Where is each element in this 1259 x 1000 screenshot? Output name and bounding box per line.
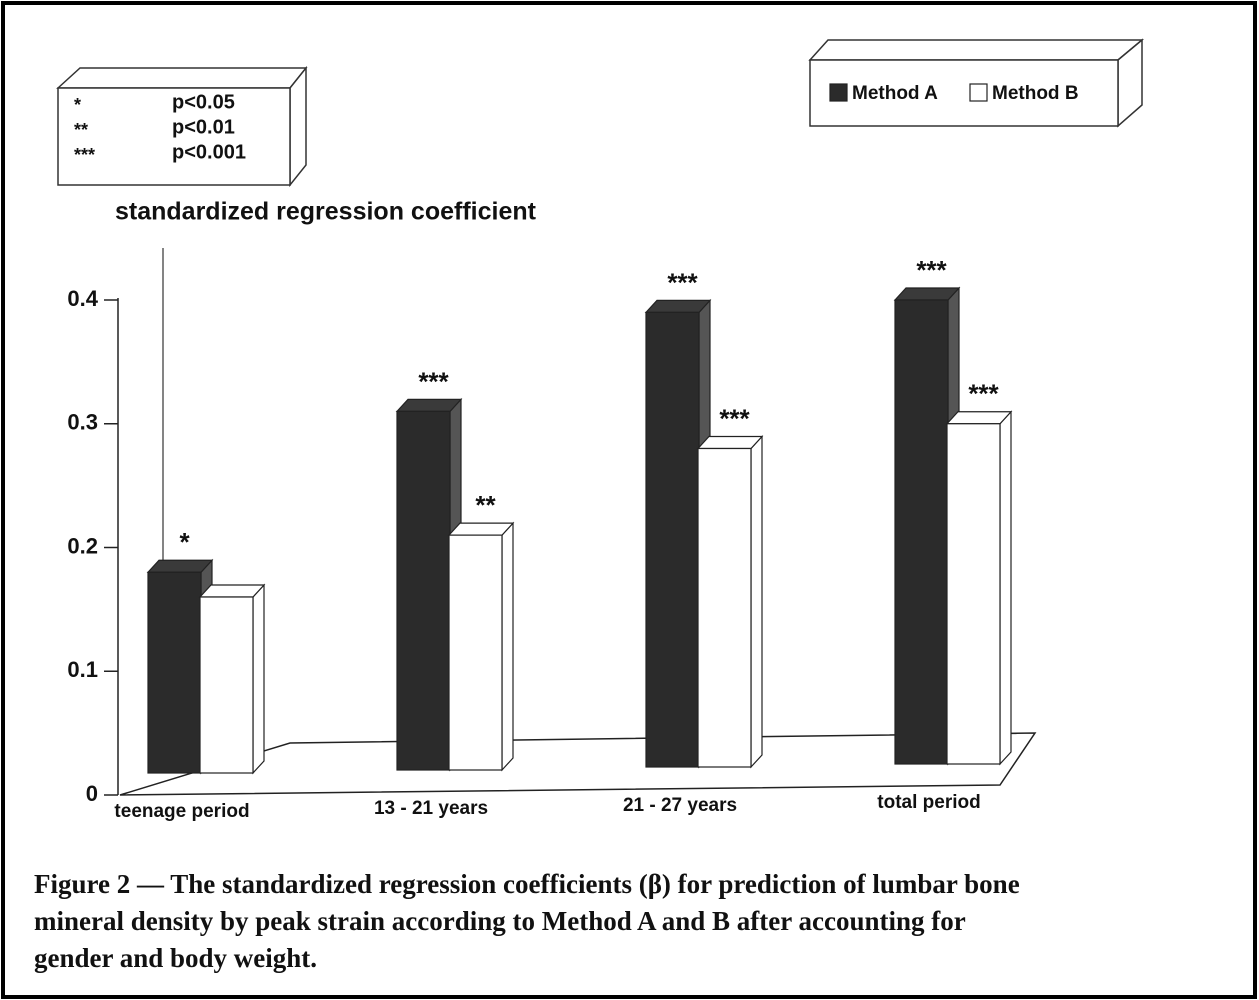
x-tick-label: 13 - 21 years xyxy=(374,798,488,819)
significance-label: *** xyxy=(719,403,750,433)
bar xyxy=(645,311,700,768)
key-box-side xyxy=(289,65,307,188)
x-tick-label: 21 - 27 years xyxy=(623,795,737,816)
key-box-top xyxy=(56,67,308,89)
significance-label: ** xyxy=(475,490,496,520)
significance-label: *** xyxy=(418,366,449,396)
y-axis-label: standardized regression coefficient xyxy=(115,198,537,226)
bar xyxy=(894,299,949,765)
key-box xyxy=(57,87,291,186)
x-tick-label: total period xyxy=(877,792,980,813)
bar-side xyxy=(999,410,1012,766)
legend-swatch xyxy=(829,83,848,102)
y-tick-label: 0.4 xyxy=(67,286,98,311)
bar-top xyxy=(893,287,961,301)
bar-top xyxy=(198,584,266,598)
bar xyxy=(199,596,254,774)
key-symbol: *** xyxy=(74,145,95,165)
caption-line: Figure 2 — The standardized regression c… xyxy=(34,869,1020,899)
caption-line: gender and body weight. xyxy=(34,943,317,973)
bar-top xyxy=(447,522,515,536)
caption: Figure 2 — The standardized regression c… xyxy=(34,869,1020,973)
bar xyxy=(396,410,451,771)
bar-top xyxy=(146,559,214,573)
bar xyxy=(946,423,1001,765)
key-text: p<0.05 xyxy=(172,91,235,113)
bar-top xyxy=(945,411,1013,425)
bar-top xyxy=(644,299,712,313)
key-symbol: ** xyxy=(74,120,88,140)
x-tick-label: teenage period xyxy=(114,801,249,822)
significance-label: * xyxy=(179,527,190,557)
legend-swatch xyxy=(969,83,988,102)
significance-label: *** xyxy=(667,267,698,297)
bar-top xyxy=(395,398,463,412)
legend-box-top xyxy=(808,39,1145,61)
y-tick-label: 0.2 xyxy=(67,533,98,558)
significance-label: *** xyxy=(916,255,947,285)
key-text: p<0.01 xyxy=(172,116,235,138)
bar-top xyxy=(696,435,764,450)
key-symbol: * xyxy=(74,95,81,115)
legend-label: Method B xyxy=(992,83,1079,104)
bar xyxy=(448,534,503,771)
key-text: p<0.001 xyxy=(172,141,246,163)
bar-side xyxy=(501,521,514,772)
bar xyxy=(147,571,202,774)
legend-label: Method A xyxy=(852,83,938,104)
y-tick-label: 0 xyxy=(86,781,98,806)
bar-side xyxy=(252,583,265,775)
y-tick-label: 0.3 xyxy=(67,410,98,435)
legend-box xyxy=(809,59,1119,127)
bar xyxy=(697,447,752,768)
significance-label: *** xyxy=(968,379,999,409)
y-tick-label: 0.1 xyxy=(67,657,98,682)
bar-side xyxy=(750,434,763,769)
caption-line: mineral density by peak strain according… xyxy=(34,906,966,936)
